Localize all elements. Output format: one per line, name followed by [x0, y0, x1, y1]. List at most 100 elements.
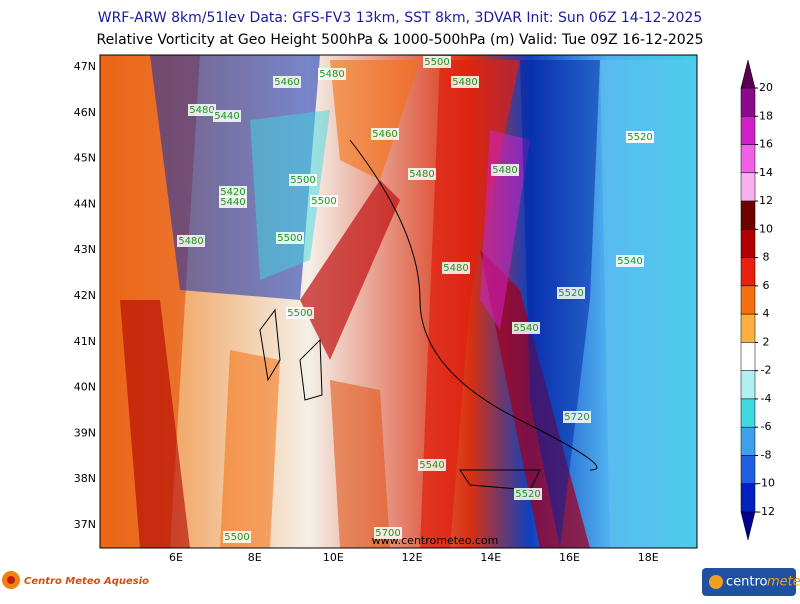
contour-label: 5500: [277, 233, 302, 244]
lat-label: 45N: [74, 152, 96, 165]
colorbar-swatch: [740, 483, 756, 513]
lon-label: 16E: [559, 551, 580, 564]
contour-label: 5700: [375, 528, 400, 539]
contour-label: 5520: [558, 288, 583, 299]
contour-label: 5500: [290, 175, 315, 186]
colorbar-swatch: [740, 313, 756, 343]
colorbar-tick-label: 10: [759, 222, 773, 235]
lon-label: 6E: [169, 551, 183, 564]
colorbar-tick-label: 18: [759, 109, 773, 122]
contour-label-box: [491, 164, 519, 176]
contour-label: 5440: [220, 197, 245, 208]
contour-label: 5480: [452, 77, 477, 88]
colorbar-swatch: [740, 370, 756, 400]
contour-label-box: [289, 174, 317, 186]
colorbar-tick-label: -12: [757, 505, 775, 518]
contour-label-box: [219, 186, 247, 198]
contour-label: 5480: [178, 236, 203, 247]
colorbar-swatch: [740, 144, 756, 174]
colorbar-cap: [740, 59, 756, 89]
contour-label-box: [616, 255, 644, 267]
lat-label: 40N: [74, 381, 96, 394]
lat-label: 46N: [74, 106, 96, 119]
lat-label: 39N: [74, 426, 96, 439]
contour-label: 5420: [220, 187, 245, 198]
colorbar-swatch: [740, 398, 756, 428]
contour-label-box: [223, 531, 251, 543]
colorbar-swatch: [740, 200, 756, 230]
lat-label: 38N: [74, 472, 96, 485]
contour-label-box: [451, 76, 479, 88]
contour-label-box: [177, 235, 205, 247]
lon-label: 18E: [638, 551, 659, 564]
colorbar: 20 18 16 14 12 10 8 6 4 2 -2 -4 -6 -8 -10 -12: [740, 59, 775, 541]
contour-label-box: [273, 76, 301, 88]
contour-label-box: [563, 411, 591, 423]
contour-label-box: [374, 527, 402, 539]
contour-label: 5540: [513, 323, 538, 334]
contour-label-box: [276, 232, 304, 244]
colorbar-swatch: [740, 116, 756, 145]
colorbar-tick-label: 4: [763, 307, 770, 320]
colorbar-tick-label: -10: [757, 477, 775, 490]
watermark: www.centrometeo.com: [372, 534, 499, 547]
right-logo: centro meteo: [702, 568, 800, 596]
colorbar-swatch: [740, 172, 756, 202]
logo-text: Centro Meteo Aquesio: [24, 576, 149, 587]
colorbar-swatch: [740, 342, 756, 371]
contour-label: 5520: [627, 132, 652, 143]
contour-label-box: [514, 488, 542, 500]
contour-label: 5520: [515, 489, 540, 500]
lat-label: 37N: [74, 518, 96, 531]
contour-label: 5540: [419, 460, 444, 471]
contour-label: 5500: [311, 196, 336, 207]
lat-label: 44N: [74, 197, 96, 210]
colorbar-tick-label: -8: [761, 448, 772, 461]
contour-label-box: [423, 56, 451, 68]
logo-text-a: centro: [726, 575, 768, 590]
contour-label: 5500: [424, 57, 449, 68]
map-frame: [99, 54, 698, 549]
colorbar-tick-label: 8: [763, 251, 770, 264]
contour-label: 5480: [189, 105, 214, 116]
colorbar-swatch: [740, 285, 756, 315]
lon-label: 12E: [402, 551, 423, 564]
lon-label: 14E: [480, 551, 501, 564]
colorbar-tick-label: 12: [759, 194, 773, 207]
contour-label-box: [418, 459, 446, 471]
lon-label: 8E: [248, 551, 262, 564]
colorbar-cap: [740, 511, 756, 541]
colorbar-tick-label: -4: [761, 392, 772, 405]
subtitle: Relative Vorticity at Geo Height 500hPa …: [96, 32, 703, 48]
contour-label: 5440: [214, 111, 239, 122]
lat-label: 41N: [74, 335, 96, 348]
colorbar-tick-label: -2: [761, 364, 772, 377]
contour-label-box: [371, 128, 399, 140]
colorbar-swatch: [740, 229, 756, 258]
contour-label-box: [318, 68, 346, 80]
title: WRF-ARW 8km/51lev Data: GFS-FV3 13km, SS…: [98, 10, 703, 26]
lon-label: 10E: [323, 551, 344, 564]
colorbar-tick-label: -6: [761, 420, 772, 433]
contour-label-box: [219, 196, 247, 208]
contour-label-box: [408, 168, 436, 180]
colorbar-swatch: [740, 257, 756, 287]
contour-label: 5480: [409, 169, 434, 180]
contour-label: 5460: [372, 129, 397, 140]
colorbar-tick-label: 14: [759, 166, 773, 179]
lat-label: 42N: [74, 289, 96, 302]
contour-label-box: [213, 110, 241, 122]
contour-label: 5720: [564, 412, 589, 423]
contour-label-box: [188, 104, 216, 116]
left-logo: Centro Meteo Aquesio: [2, 571, 149, 589]
colorbar-tick-label: 6: [763, 279, 770, 292]
contour-label: 5540: [617, 256, 642, 267]
contour-label: 5480: [492, 165, 517, 176]
contour-label: 5480: [443, 263, 468, 274]
contour-label-box: [442, 262, 470, 274]
contour-label: 5500: [224, 532, 249, 543]
contour-label-box: [512, 322, 540, 334]
contour-label: 5500: [287, 308, 312, 319]
lat-label: 47N: [74, 60, 96, 73]
